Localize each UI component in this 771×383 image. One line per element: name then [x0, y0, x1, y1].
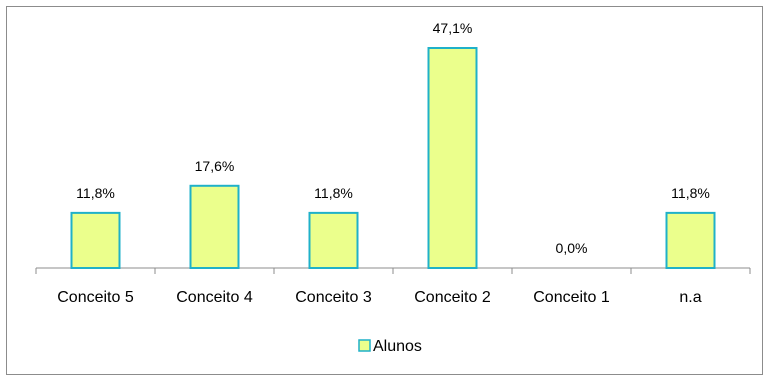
data-label: 11,8%: [314, 185, 353, 201]
chart-frame: [6, 6, 763, 375]
x-tick-label: n.a: [679, 289, 701, 306]
bar-conceito-5: [70, 211, 121, 269]
bar-conceito-3: [308, 211, 359, 269]
x-tick-label: Conceito 5: [57, 289, 134, 306]
bar-conceito-2: [427, 47, 478, 269]
data-label: 11,8%: [671, 185, 710, 201]
legend-swatch-alunos: [358, 339, 371, 352]
data-label: 0,0%: [556, 240, 588, 256]
bar-n-a: [665, 211, 716, 269]
data-label: 17,6%: [195, 158, 235, 174]
x-tick-label: Conceito 4: [176, 289, 253, 306]
data-label: 11,8%: [76, 185, 115, 201]
x-tick-label: Conceito 3: [295, 289, 372, 306]
bar-conceito-4: [189, 184, 240, 269]
x-tick-label: Conceito 2: [414, 289, 491, 306]
x-tick-label: Conceito 1: [533, 289, 610, 306]
legend-label-alunos: Alunos: [373, 338, 422, 355]
data-label: 47,1%: [433, 20, 473, 36]
